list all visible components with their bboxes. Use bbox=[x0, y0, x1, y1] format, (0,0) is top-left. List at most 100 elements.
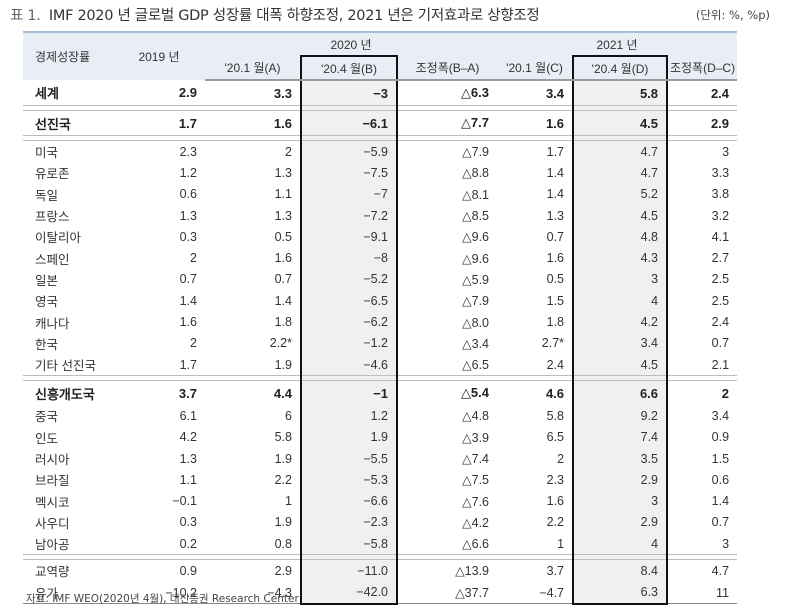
row-name: 프랑스 bbox=[35, 210, 70, 225]
separator-cell bbox=[667, 554, 738, 561]
value-cell: 3.3 bbox=[273, 85, 292, 101]
value-cell: 1.4 bbox=[546, 165, 565, 180]
value-cell: 0.7 bbox=[711, 336, 730, 351]
table-title: 표 1. IMF 2020 년 글로벌 GDP 성장률 대폭 하향조정, 202… bbox=[10, 4, 540, 25]
value-cell: 4.2 bbox=[179, 430, 197, 445]
value-cell: 1.3 bbox=[546, 208, 565, 223]
value-cell: 1.7 bbox=[546, 144, 565, 159]
value-cell: 2.3 bbox=[179, 144, 197, 159]
table-row: 캐나다 1.6 1.8 −6.2 △8.0 1.8 4.2 2.4 bbox=[23, 311, 737, 333]
separator-cell bbox=[397, 554, 498, 561]
row-label-header: 경제성장률 bbox=[23, 31, 113, 80]
value-cell: 6.1 bbox=[179, 408, 197, 423]
row-name: 기타 선진국 bbox=[35, 359, 96, 374]
table-row: 미국 2.3 2 −5.9 △7.9 1.7 4.7 3 bbox=[23, 140, 737, 163]
value-cell: 4.7 bbox=[572, 162, 669, 184]
separator-cell bbox=[497, 105, 574, 111]
value-cell: 6.5 bbox=[546, 430, 565, 445]
value-cell: 5.8 bbox=[572, 80, 669, 106]
separator-cell bbox=[572, 375, 669, 382]
table-row: 세계 2.9 3.3 −3 △6.3 3.4 5.8 2.4 bbox=[23, 80, 737, 106]
value-cell: 1 bbox=[285, 494, 292, 509]
separator-cell bbox=[113, 135, 205, 141]
value-cell: 1.5 bbox=[546, 293, 565, 308]
table-row: 신흥개도국 3.7 4.4 −1 △5.4 4.6 6.6 2 bbox=[23, 380, 737, 406]
value-cell: 2.5 bbox=[711, 272, 730, 287]
group-separator bbox=[23, 135, 738, 141]
gdp-growth-table: 경제성장률 2019 년 2020 년 2021 년 '20.1 월(A) '2… bbox=[23, 31, 738, 605]
value-cell: 3.2 bbox=[711, 208, 730, 223]
header-col-d: '20.4 월(D) bbox=[572, 55, 669, 81]
value-cell: 1.2 bbox=[300, 405, 398, 427]
value-cell: 1.4 bbox=[274, 293, 292, 308]
value-cell: −5.3 bbox=[300, 469, 398, 491]
value-cell: −1.2 bbox=[300, 332, 398, 354]
value-cell: 2.2* bbox=[269, 336, 292, 351]
value-cell: △8.1 bbox=[462, 187, 490, 202]
value-cell: 1.4 bbox=[546, 187, 565, 202]
header-col-b: '20.4 월(B) bbox=[300, 55, 398, 81]
value-cell: −6.6 bbox=[300, 490, 398, 512]
separator-cell bbox=[205, 375, 301, 382]
value-cell: 2 bbox=[190, 336, 197, 351]
table-row: 멕시코 −0.1 1 −6.6 △7.6 1.6 3 1.4 bbox=[23, 490, 737, 512]
value-cell: −9.1 bbox=[300, 226, 398, 248]
separator-cell bbox=[300, 105, 398, 111]
separator-cell bbox=[113, 375, 205, 382]
separator-cell bbox=[397, 135, 498, 141]
value-cell: 3 bbox=[572, 268, 669, 291]
value-cell: 1.7 bbox=[179, 357, 197, 372]
value-cell: 2.4 bbox=[546, 357, 565, 372]
value-cell: 1.5 bbox=[711, 451, 730, 466]
header-2021: 2021 년 bbox=[497, 31, 738, 56]
header-col-b-a: 조정폭(B–A) bbox=[397, 56, 498, 81]
value-cell: △8.0 bbox=[462, 315, 490, 330]
value-cell: △3.4 bbox=[462, 336, 490, 351]
value-cell: 7.4 bbox=[572, 426, 669, 448]
separator-cell bbox=[23, 554, 113, 561]
value-cell: 3 bbox=[722, 144, 730, 159]
table-row: 이탈리아 0.3 0.5 −9.1 △9.6 0.7 4.8 4.1 bbox=[23, 226, 737, 248]
value-cell: 1.9 bbox=[274, 451, 292, 466]
title-row: 표 1. IMF 2020 년 글로벌 GDP 성장률 대폭 하향조정, 202… bbox=[10, 4, 790, 26]
row-name: 사우디 bbox=[35, 516, 70, 531]
table-row: 브라질 1.1 2.2 −5.3 △7.5 2.3 2.9 0.6 bbox=[23, 469, 737, 491]
value-cell: △7.9 bbox=[462, 294, 490, 309]
value-cell: 2.1 bbox=[711, 357, 730, 372]
value-cell: 2.4 bbox=[710, 85, 730, 101]
value-cell: △3.9 bbox=[462, 430, 490, 445]
value-cell: 0.7 bbox=[179, 272, 197, 287]
value-cell: −5.9 bbox=[300, 140, 398, 163]
separator-cell bbox=[205, 135, 301, 141]
value-cell: 1.4 bbox=[711, 494, 730, 509]
table-row: 유로존 1.2 1.3 −7.5 △8.8 1.4 4.7 3.3 bbox=[23, 162, 737, 184]
value-cell: 8.4 bbox=[572, 559, 669, 582]
value-cell: 1.6 bbox=[546, 251, 565, 266]
value-cell: 1.7 bbox=[178, 115, 197, 131]
value-cell: △37.7 bbox=[397, 581, 498, 605]
table-body: 세계 2.9 3.3 −3 △6.3 3.4 5.8 2.4 선진국 1.7 1.6 −6.1 △7.7… bbox=[23, 80, 738, 605]
value-cell: 4.5 bbox=[572, 204, 669, 227]
unit-label: (단위: %, %p) bbox=[695, 8, 770, 22]
value-cell: 1.6 bbox=[545, 115, 565, 131]
value-cell: 2.7 bbox=[711, 251, 730, 266]
value-cell: △9.6 bbox=[462, 251, 490, 266]
value-cell: △13.9 bbox=[455, 564, 490, 579]
value-cell: 2.4 bbox=[711, 315, 730, 330]
value-cell: 1.8 bbox=[546, 315, 565, 330]
value-cell: △7.6 bbox=[462, 494, 490, 509]
value-cell: −6.2 bbox=[300, 311, 398, 333]
value-cell: 1.6 bbox=[274, 251, 292, 266]
value-cell: 0.3 bbox=[179, 229, 197, 244]
separator-cell bbox=[23, 105, 113, 111]
table-row: 교역량 0.9 2.9 −11.0 △13.9 3.7 8.4 4.7 bbox=[23, 559, 737, 582]
value-cell: 3.7 bbox=[546, 563, 565, 578]
row-name: 영국 bbox=[35, 295, 59, 310]
row-name: 교역량 bbox=[35, 565, 70, 580]
row-name: 유로존 bbox=[35, 167, 70, 182]
separator-cell bbox=[497, 375, 574, 382]
value-cell: −4.7 bbox=[497, 581, 574, 605]
value-cell: −3 bbox=[300, 80, 398, 106]
value-cell: −8 bbox=[300, 247, 398, 269]
value-cell: 3.4 bbox=[545, 85, 565, 101]
